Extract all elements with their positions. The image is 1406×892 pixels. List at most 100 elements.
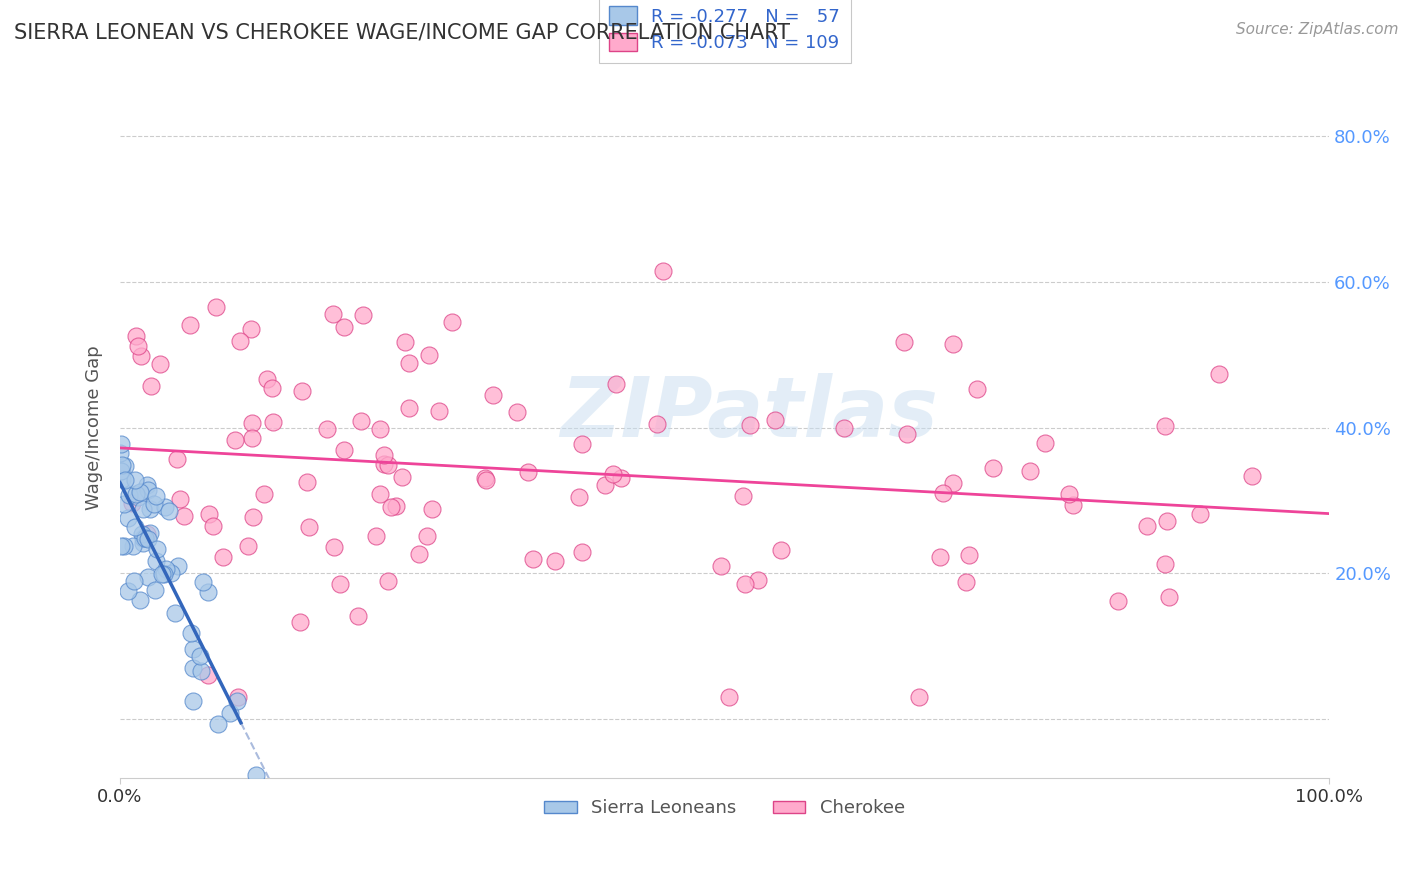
Point xyxy=(145,489,167,503)
Point xyxy=(377,574,399,589)
Point xyxy=(127,491,149,505)
Point xyxy=(1107,594,1129,608)
Point xyxy=(197,585,219,599)
Point xyxy=(368,422,391,436)
Point xyxy=(127,339,149,353)
Point xyxy=(108,445,131,459)
Point xyxy=(769,543,792,558)
Point xyxy=(114,474,136,488)
Point xyxy=(117,583,139,598)
Point xyxy=(347,608,370,623)
Point xyxy=(981,461,1004,475)
Point xyxy=(166,451,188,466)
Point xyxy=(128,484,150,499)
Point xyxy=(740,417,762,432)
Point xyxy=(1062,498,1084,512)
Point xyxy=(124,473,146,487)
Point xyxy=(150,567,173,582)
Point xyxy=(1153,418,1175,433)
Point xyxy=(157,504,180,518)
Point xyxy=(747,573,769,587)
Point xyxy=(333,443,356,458)
Point xyxy=(143,497,166,511)
Point xyxy=(297,475,319,489)
Point xyxy=(125,487,148,501)
Point xyxy=(568,490,591,504)
Point xyxy=(391,469,413,483)
Point xyxy=(139,379,162,393)
Point xyxy=(132,535,155,549)
Point xyxy=(242,509,264,524)
Legend: Sierra Leoneans, Cherokee: Sierra Leoneans, Cherokee xyxy=(537,792,912,824)
Point xyxy=(373,457,395,471)
Point xyxy=(260,381,283,395)
Point xyxy=(124,520,146,534)
Point xyxy=(398,401,420,416)
Point xyxy=(146,541,169,556)
Point xyxy=(253,487,276,501)
Point xyxy=(710,558,733,573)
Point xyxy=(928,549,950,564)
Point xyxy=(908,690,931,705)
Point xyxy=(181,694,204,708)
Point xyxy=(408,547,430,561)
Point xyxy=(153,500,176,514)
Point xyxy=(602,467,624,482)
Point xyxy=(149,357,172,371)
Point xyxy=(181,661,204,675)
Point xyxy=(1057,487,1080,501)
Point xyxy=(733,489,755,503)
Point xyxy=(290,615,312,629)
Point xyxy=(245,767,267,781)
Point xyxy=(350,415,373,429)
Point xyxy=(955,574,977,589)
Point xyxy=(385,499,408,513)
Point xyxy=(132,531,155,545)
Point xyxy=(153,566,176,581)
Point xyxy=(179,318,201,332)
Point xyxy=(364,529,387,543)
Point xyxy=(418,348,440,362)
Point xyxy=(181,641,204,656)
Point xyxy=(352,308,374,322)
Point xyxy=(136,527,159,541)
Point xyxy=(415,529,437,543)
Point xyxy=(110,437,132,451)
Point xyxy=(226,690,249,704)
Point xyxy=(226,694,249,708)
Y-axis label: Wage/Income Gap: Wage/Income Gap xyxy=(86,345,103,510)
Point xyxy=(368,487,391,501)
Point xyxy=(198,508,221,522)
Point xyxy=(645,417,668,431)
Point xyxy=(136,569,159,583)
Point xyxy=(734,577,756,591)
Point xyxy=(256,372,278,386)
Point xyxy=(763,413,786,427)
Point xyxy=(205,301,228,315)
Point xyxy=(373,448,395,462)
Point xyxy=(893,335,915,350)
Point xyxy=(173,508,195,523)
Point xyxy=(394,335,416,350)
Point xyxy=(238,540,260,554)
Point xyxy=(571,436,593,450)
Point xyxy=(322,540,344,554)
Point xyxy=(166,559,188,574)
Point xyxy=(165,607,187,621)
Point xyxy=(1019,464,1042,478)
Point xyxy=(1241,468,1264,483)
Point xyxy=(129,350,152,364)
Point xyxy=(134,531,156,545)
Point xyxy=(207,717,229,731)
Point xyxy=(143,582,166,597)
Point xyxy=(114,458,136,473)
Point xyxy=(240,322,263,336)
Point xyxy=(240,431,263,445)
Point xyxy=(718,690,741,705)
Point xyxy=(180,625,202,640)
Point xyxy=(522,551,544,566)
Point xyxy=(316,422,339,436)
Point xyxy=(322,307,344,321)
Point xyxy=(128,593,150,607)
Point xyxy=(474,473,496,487)
